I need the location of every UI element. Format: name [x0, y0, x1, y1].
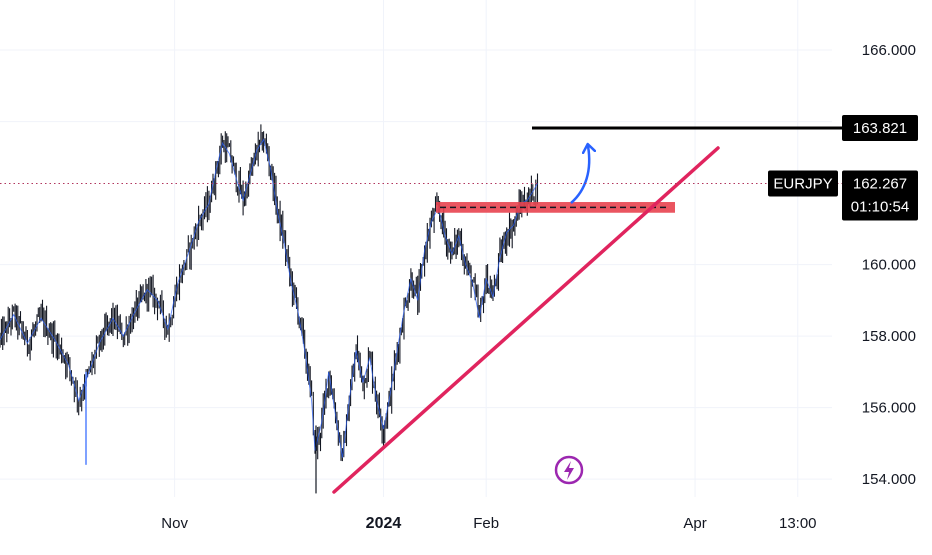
symbol-label: EURJPY: [773, 176, 832, 193]
price-series: [0, 124, 539, 494]
breakout-arrow[interactable]: [570, 146, 589, 204]
symbol-tag: EURJPY: [768, 170, 838, 197]
countdown-label: 01:10:54: [851, 199, 909, 216]
y-tick-label: 160.000: [862, 257, 916, 274]
x-tick-label: Nov: [161, 515, 188, 532]
candle-wicks: [0, 124, 539, 462]
target-price-tag: 163.821: [842, 114, 918, 141]
x-tick-label: Feb: [473, 515, 499, 532]
y-tick-label: 166.000: [862, 42, 916, 59]
grid: [0, 0, 832, 497]
last-price-label: 162.267: [853, 176, 907, 193]
y-tick-label: 156.000: [862, 400, 916, 417]
y-tick-label: 158.000: [862, 328, 916, 345]
price-line: [0, 138, 538, 458]
lightning-bolt-icon[interactable]: [554, 455, 584, 485]
x-axis: Nov 2024 Feb Apr 13:00: [161, 515, 816, 532]
ascending-trendline[interactable]: [332, 146, 720, 494]
target-price-label: 163.821: [853, 120, 907, 137]
y-axis: 154.000 156.000 158.000 160.000 166.000: [862, 42, 916, 488]
y-tick-label: 154.000: [862, 471, 916, 488]
x-tick-label: 2024: [366, 515, 402, 532]
last-price-tag: 162.267 01:10:54: [842, 170, 918, 221]
x-tick-label: 13:00: [779, 515, 817, 532]
x-tick-label: Apr: [683, 515, 706, 532]
